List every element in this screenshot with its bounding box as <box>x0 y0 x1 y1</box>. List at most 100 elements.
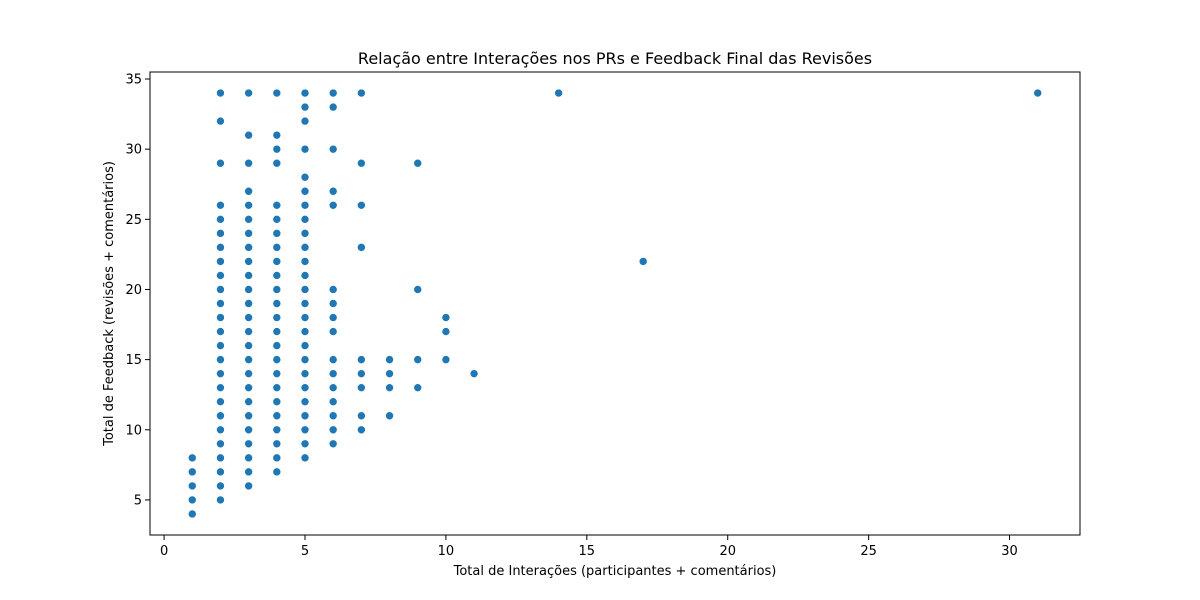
data-point <box>244 411 253 421</box>
x-tick-label: 15 <box>579 544 596 559</box>
data-point <box>272 285 282 294</box>
data-point <box>216 453 225 463</box>
data-point <box>300 186 310 196</box>
data-point <box>244 299 253 308</box>
data-point <box>272 397 282 407</box>
data-point <box>272 411 282 421</box>
data-point <box>216 243 225 252</box>
data-point <box>300 439 310 449</box>
data-point <box>328 200 338 210</box>
data-point <box>272 88 282 98</box>
data-point <box>272 383 282 392</box>
data-point <box>244 88 253 98</box>
y-tick-label: 10 <box>125 423 142 438</box>
x-tick-label: 25 <box>860 544 877 559</box>
data-point <box>357 383 366 392</box>
data-point <box>357 200 366 210</box>
data-point <box>357 158 366 168</box>
data-point <box>272 369 282 378</box>
data-point <box>244 229 253 238</box>
data-point <box>216 467 225 477</box>
data-point <box>328 299 338 308</box>
data-point <box>244 369 253 378</box>
data-point <box>328 313 338 322</box>
data-point <box>244 200 253 210</box>
data-point <box>216 411 225 421</box>
data-point <box>244 186 253 196</box>
x-tick-label: 5 <box>301 544 309 559</box>
data-point <box>328 186 338 196</box>
data-point <box>216 200 225 210</box>
data-point <box>216 257 225 266</box>
data-point <box>385 369 394 378</box>
data-point <box>244 327 253 336</box>
data-point <box>244 243 253 252</box>
data-point <box>272 313 282 322</box>
data-point <box>300 271 310 280</box>
data-point <box>413 383 423 392</box>
y-tick-label: 5 <box>134 493 142 508</box>
x-tick-label: 0 <box>160 544 168 559</box>
data-point <box>244 439 253 449</box>
data-point <box>328 411 338 421</box>
data-point <box>638 257 648 266</box>
data-point <box>272 257 282 266</box>
data-point <box>216 369 225 378</box>
y-tick-label: 35 <box>125 73 142 88</box>
data-point <box>244 481 253 491</box>
x-tick-label: 10 <box>438 544 455 559</box>
data-point <box>1033 88 1043 98</box>
chart-title: Relação entre Interações nos PRs e Feedb… <box>358 49 872 68</box>
data-point <box>216 299 225 308</box>
data-point <box>300 383 310 392</box>
data-point <box>216 215 225 224</box>
data-point <box>357 355 366 364</box>
data-point <box>300 215 310 224</box>
y-tick-label: 20 <box>125 283 142 298</box>
data-point <box>216 116 225 126</box>
data-point <box>244 215 253 224</box>
data-point <box>300 172 310 182</box>
y-tick-label: 30 <box>125 143 142 158</box>
data-point <box>328 383 338 392</box>
data-point <box>216 341 225 350</box>
data-point <box>300 341 310 350</box>
data-point <box>328 369 338 378</box>
data-point <box>216 158 225 168</box>
data-point <box>216 383 225 392</box>
y-tick-label: 15 <box>125 353 142 368</box>
data-point <box>216 439 225 449</box>
data-point <box>357 369 366 378</box>
data-point <box>272 341 282 350</box>
data-point <box>216 495 225 505</box>
data-point <box>300 285 310 294</box>
data-point <box>216 285 225 294</box>
data-point <box>244 257 253 266</box>
data-point <box>244 453 253 463</box>
x-tick-label: 30 <box>1001 544 1018 559</box>
data-point <box>357 88 366 98</box>
data-point <box>244 313 253 322</box>
data-point <box>216 271 225 280</box>
data-point <box>300 327 310 336</box>
data-point <box>385 411 394 421</box>
data-point <box>244 467 253 477</box>
data-point <box>272 467 282 477</box>
data-point <box>300 116 310 126</box>
data-point <box>300 425 310 435</box>
data-point <box>272 439 282 449</box>
data-point <box>244 130 253 140</box>
data-point <box>300 144 310 154</box>
data-point <box>187 453 197 463</box>
data-point <box>300 257 310 266</box>
data-point <box>216 397 225 407</box>
data-point <box>441 327 451 336</box>
data-point <box>300 88 310 98</box>
data-point <box>272 453 282 463</box>
data-point <box>216 355 225 364</box>
data-point <box>244 271 253 280</box>
data-point <box>300 411 310 421</box>
data-point <box>272 271 282 280</box>
data-point <box>554 88 563 98</box>
